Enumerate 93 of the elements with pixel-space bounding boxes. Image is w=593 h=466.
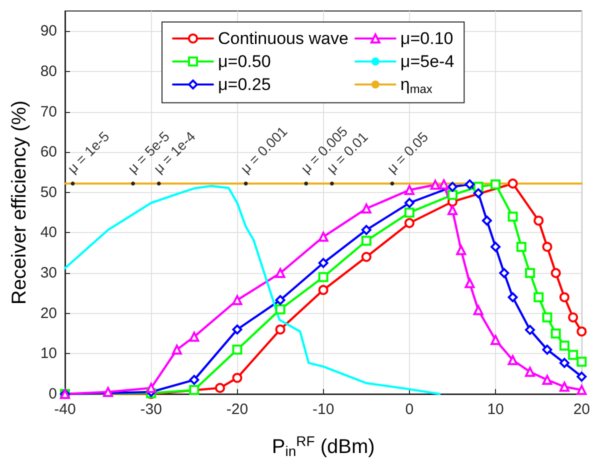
point	[568, 350, 578, 360]
point	[447, 190, 458, 200]
legend-label: μ=5e-4	[400, 52, 454, 71]
point	[404, 185, 414, 195]
point	[534, 216, 544, 226]
point	[215, 382, 225, 393]
point	[189, 374, 200, 385]
point	[524, 324, 535, 335]
point	[456, 245, 466, 256]
point	[430, 180, 440, 190]
point	[559, 358, 570, 368]
point	[189, 332, 200, 342]
point	[568, 312, 578, 322]
x-tick-label: -20	[226, 401, 248, 418]
point	[232, 324, 242, 334]
point	[559, 382, 570, 392]
point	[576, 326, 587, 337]
point	[361, 204, 372, 214]
point	[464, 278, 475, 288]
point	[232, 344, 242, 355]
point	[550, 268, 561, 278]
point	[232, 295, 242, 306]
x-tick-label: 0	[405, 401, 414, 418]
point	[482, 216, 492, 226]
point	[361, 252, 372, 262]
x-tick-label: -10	[312, 401, 334, 418]
point	[318, 272, 328, 282]
point	[508, 355, 518, 366]
point	[447, 182, 458, 192]
point	[542, 374, 552, 385]
x-tick-label: -40	[54, 401, 76, 418]
point	[146, 382, 156, 393]
point	[559, 340, 570, 351]
legend-label: μ=0.50	[218, 52, 271, 71]
x-tick-label: -30	[140, 401, 162, 418]
y-tick-label: 20	[40, 304, 57, 322]
y-tick-label: 10	[40, 345, 57, 362]
point	[490, 334, 501, 345]
point	[576, 372, 587, 382]
legend-label: Continuous wave	[218, 29, 348, 48]
point	[275, 268, 286, 278]
point	[559, 292, 570, 302]
point	[318, 258, 328, 268]
point	[542, 344, 552, 355]
y-tick-label: 70	[40, 103, 57, 120]
annotation: μ = 0.05	[384, 128, 432, 176]
legend-label: μ=0.10	[400, 29, 454, 48]
point	[473, 305, 484, 316]
point	[508, 178, 518, 189]
legend-label: μ=0.25	[218, 75, 271, 94]
point	[524, 268, 535, 278]
point	[516, 242, 526, 252]
point	[524, 366, 535, 377]
point	[499, 268, 510, 278]
point	[473, 188, 484, 198]
point	[542, 242, 552, 252]
line-series	[64, 184, 441, 396]
point	[550, 328, 561, 339]
x-tick-label: 10	[487, 401, 504, 418]
point	[318, 284, 328, 295]
y-tick-label: 50	[40, 184, 57, 201]
point	[464, 179, 475, 190]
point	[275, 295, 286, 306]
point	[576, 384, 587, 395]
y-tick-label: 0	[48, 386, 57, 402]
point	[103, 386, 114, 397]
point	[576, 356, 587, 367]
x-tick-label: 20	[573, 401, 590, 418]
point	[189, 384, 200, 395]
point	[275, 304, 286, 314]
point	[404, 198, 414, 208]
y-tick-label: 90	[40, 22, 57, 40]
point	[534, 292, 544, 302]
y-tick-label: 40	[40, 224, 57, 242]
point	[232, 372, 242, 383]
point	[508, 212, 518, 222]
point	[404, 208, 414, 218]
point	[438, 179, 449, 190]
y-tick-label: 80	[40, 62, 57, 80]
point	[275, 324, 286, 334]
y-tick-label: 30	[40, 264, 57, 282]
point	[361, 224, 372, 235]
point	[490, 179, 501, 190]
point	[172, 344, 182, 355]
point	[542, 312, 552, 322]
point	[361, 236, 372, 246]
point	[404, 218, 414, 228]
y-axis-title: Receiver efficiency (%)	[8, 100, 30, 305]
point	[508, 292, 518, 302]
point	[490, 242, 501, 252]
point	[447, 205, 458, 216]
y-tick-label: 60	[40, 144, 57, 161]
point	[318, 232, 328, 242]
